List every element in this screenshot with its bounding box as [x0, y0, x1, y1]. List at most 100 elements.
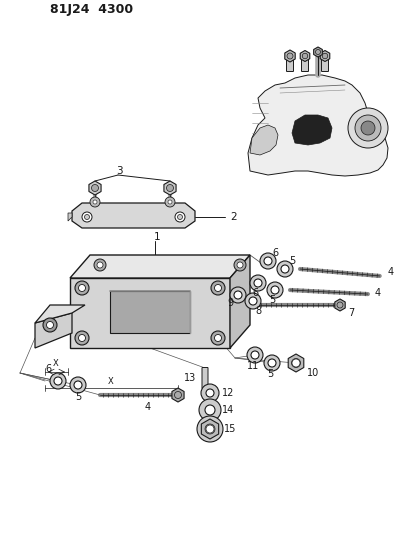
Circle shape [316, 50, 320, 54]
Text: 12: 12 [222, 388, 234, 398]
Circle shape [264, 355, 280, 371]
Circle shape [75, 331, 89, 345]
Circle shape [204, 423, 216, 435]
FancyBboxPatch shape [202, 367, 208, 389]
Text: 13: 13 [184, 373, 196, 383]
Text: 3: 3 [116, 166, 122, 176]
Circle shape [97, 262, 103, 268]
Circle shape [322, 53, 328, 59]
Circle shape [74, 381, 82, 389]
FancyBboxPatch shape [322, 58, 328, 71]
Text: 5: 5 [75, 392, 81, 402]
Circle shape [348, 108, 388, 148]
Text: 5: 5 [269, 295, 275, 305]
Circle shape [355, 115, 381, 141]
Circle shape [287, 53, 293, 59]
Polygon shape [35, 313, 72, 348]
Circle shape [211, 281, 225, 295]
Circle shape [46, 321, 54, 328]
Circle shape [361, 121, 375, 135]
Text: 8: 8 [255, 306, 261, 316]
Polygon shape [314, 47, 322, 57]
Polygon shape [164, 181, 176, 195]
Circle shape [43, 318, 57, 332]
Polygon shape [89, 181, 101, 195]
Circle shape [260, 253, 276, 269]
Circle shape [337, 302, 343, 308]
Text: 5: 5 [289, 256, 295, 266]
Circle shape [214, 285, 222, 292]
Circle shape [292, 359, 300, 367]
Text: 6: 6 [272, 248, 278, 258]
Circle shape [249, 297, 257, 305]
Circle shape [84, 214, 90, 220]
Text: X: X [108, 376, 114, 385]
Circle shape [302, 53, 308, 59]
Text: 2: 2 [230, 212, 237, 222]
Text: 4: 4 [145, 402, 151, 412]
Text: 7: 7 [348, 308, 354, 318]
Circle shape [201, 384, 219, 402]
Circle shape [268, 359, 276, 367]
Circle shape [245, 293, 261, 309]
Text: 5: 5 [267, 369, 273, 379]
Polygon shape [110, 291, 190, 333]
Circle shape [281, 265, 289, 273]
Text: X: X [53, 359, 59, 368]
Circle shape [267, 282, 283, 298]
Text: 4: 4 [388, 267, 394, 277]
Circle shape [230, 287, 246, 303]
Text: 81J24  4300: 81J24 4300 [50, 4, 133, 17]
FancyBboxPatch shape [302, 58, 308, 71]
Circle shape [92, 184, 98, 191]
Polygon shape [35, 305, 85, 323]
Text: 4: 4 [375, 288, 381, 298]
Circle shape [254, 279, 262, 287]
Polygon shape [68, 213, 72, 221]
Circle shape [197, 416, 223, 442]
Circle shape [211, 331, 225, 345]
Circle shape [206, 425, 214, 433]
Circle shape [205, 405, 215, 415]
Text: 9: 9 [227, 298, 233, 308]
Polygon shape [70, 255, 250, 278]
Circle shape [94, 259, 106, 271]
Circle shape [234, 259, 246, 271]
FancyBboxPatch shape [286, 58, 294, 71]
Circle shape [214, 335, 222, 342]
Circle shape [54, 377, 62, 385]
Polygon shape [285, 50, 295, 62]
Text: 14: 14 [222, 405, 234, 415]
Circle shape [174, 392, 182, 399]
Circle shape [251, 351, 259, 359]
Circle shape [75, 281, 89, 295]
Circle shape [205, 424, 215, 434]
Text: 6: 6 [45, 364, 51, 374]
Circle shape [90, 197, 100, 207]
Circle shape [82, 212, 92, 222]
Polygon shape [335, 299, 345, 311]
Text: 15: 15 [224, 424, 236, 434]
Polygon shape [72, 203, 195, 228]
Circle shape [206, 389, 214, 397]
Polygon shape [300, 51, 310, 61]
Circle shape [277, 261, 293, 277]
Circle shape [292, 359, 300, 367]
Circle shape [70, 377, 86, 393]
Circle shape [234, 291, 242, 299]
Text: 1: 1 [154, 232, 160, 242]
Circle shape [178, 214, 182, 220]
Polygon shape [172, 388, 184, 402]
Polygon shape [248, 75, 388, 176]
Polygon shape [320, 51, 330, 61]
Circle shape [250, 275, 266, 291]
Text: 10: 10 [307, 368, 319, 378]
Circle shape [247, 347, 263, 363]
Text: 11: 11 [247, 361, 259, 371]
Polygon shape [288, 354, 304, 372]
Circle shape [93, 200, 97, 204]
Polygon shape [292, 115, 332, 145]
Polygon shape [250, 125, 278, 155]
Polygon shape [230, 255, 250, 348]
Circle shape [264, 257, 272, 265]
